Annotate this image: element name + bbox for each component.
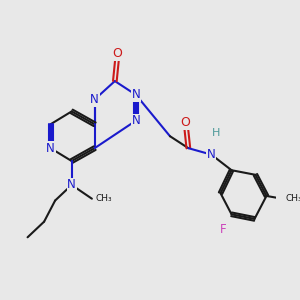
Text: N: N [67,178,76,191]
Text: N: N [132,88,140,101]
Text: F: F [220,224,226,236]
Text: H: H [212,128,220,139]
Text: O: O [113,47,123,60]
Text: N: N [90,93,99,106]
Text: N: N [207,148,216,161]
Text: N: N [46,142,55,155]
Text: CH₃: CH₃ [286,194,300,203]
Text: CH₃: CH₃ [96,194,112,203]
Text: O: O [181,116,190,129]
Text: N: N [132,114,140,127]
